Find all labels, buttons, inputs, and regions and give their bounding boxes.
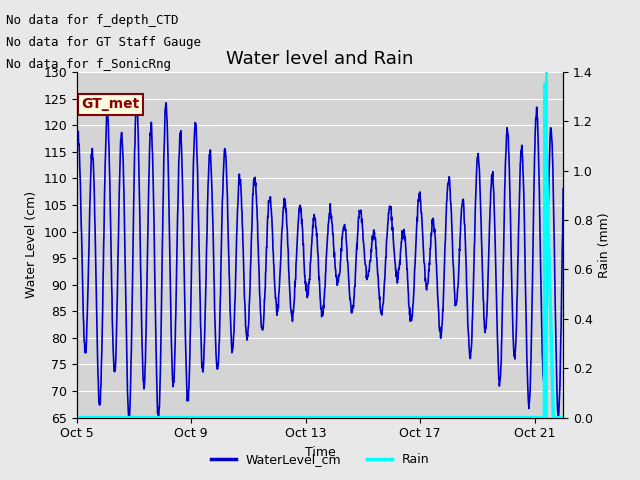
Rain <box>559 415 567 420</box>
Y-axis label: Water Level (cm): Water Level (cm) <box>25 191 38 299</box>
Rain <box>195 415 202 420</box>
Line: WaterLevel_cm: WaterLevel_cm <box>77 98 563 418</box>
X-axis label: Time: Time <box>305 446 335 459</box>
Line: Rain: Rain <box>77 84 563 418</box>
WaterLevel_cm <box>153 389 161 395</box>
WaterLevel_cm <box>195 244 203 250</box>
Rain <box>73 415 81 420</box>
WaterLevel_cm <box>182 333 189 338</box>
Text: No data for GT Staff Gauge: No data for GT Staff Gauge <box>6 36 202 49</box>
WaterLevel_cm <box>133 95 141 101</box>
Text: No data for f_depth_CTD: No data for f_depth_CTD <box>6 14 179 27</box>
WaterLevel_cm <box>453 299 461 304</box>
Rain <box>153 415 161 420</box>
Rain <box>334 415 342 420</box>
WaterLevel_cm <box>154 415 162 420</box>
WaterLevel_cm <box>73 150 81 156</box>
WaterLevel_cm <box>86 190 94 195</box>
WaterLevel_cm <box>559 186 567 192</box>
Y-axis label: Rain (mm): Rain (mm) <box>598 212 611 277</box>
Text: No data for f_SonicRng: No data for f_SonicRng <box>6 58 172 71</box>
Title: Water level and Rain: Water level and Rain <box>227 49 413 68</box>
Rain <box>181 415 189 420</box>
Legend: WaterLevel_cm, Rain: WaterLevel_cm, Rain <box>206 448 434 471</box>
Rain <box>86 415 94 420</box>
Text: GT_met: GT_met <box>82 97 140 111</box>
WaterLevel_cm <box>335 274 342 279</box>
Rain <box>452 415 460 420</box>
Rain <box>541 82 548 87</box>
